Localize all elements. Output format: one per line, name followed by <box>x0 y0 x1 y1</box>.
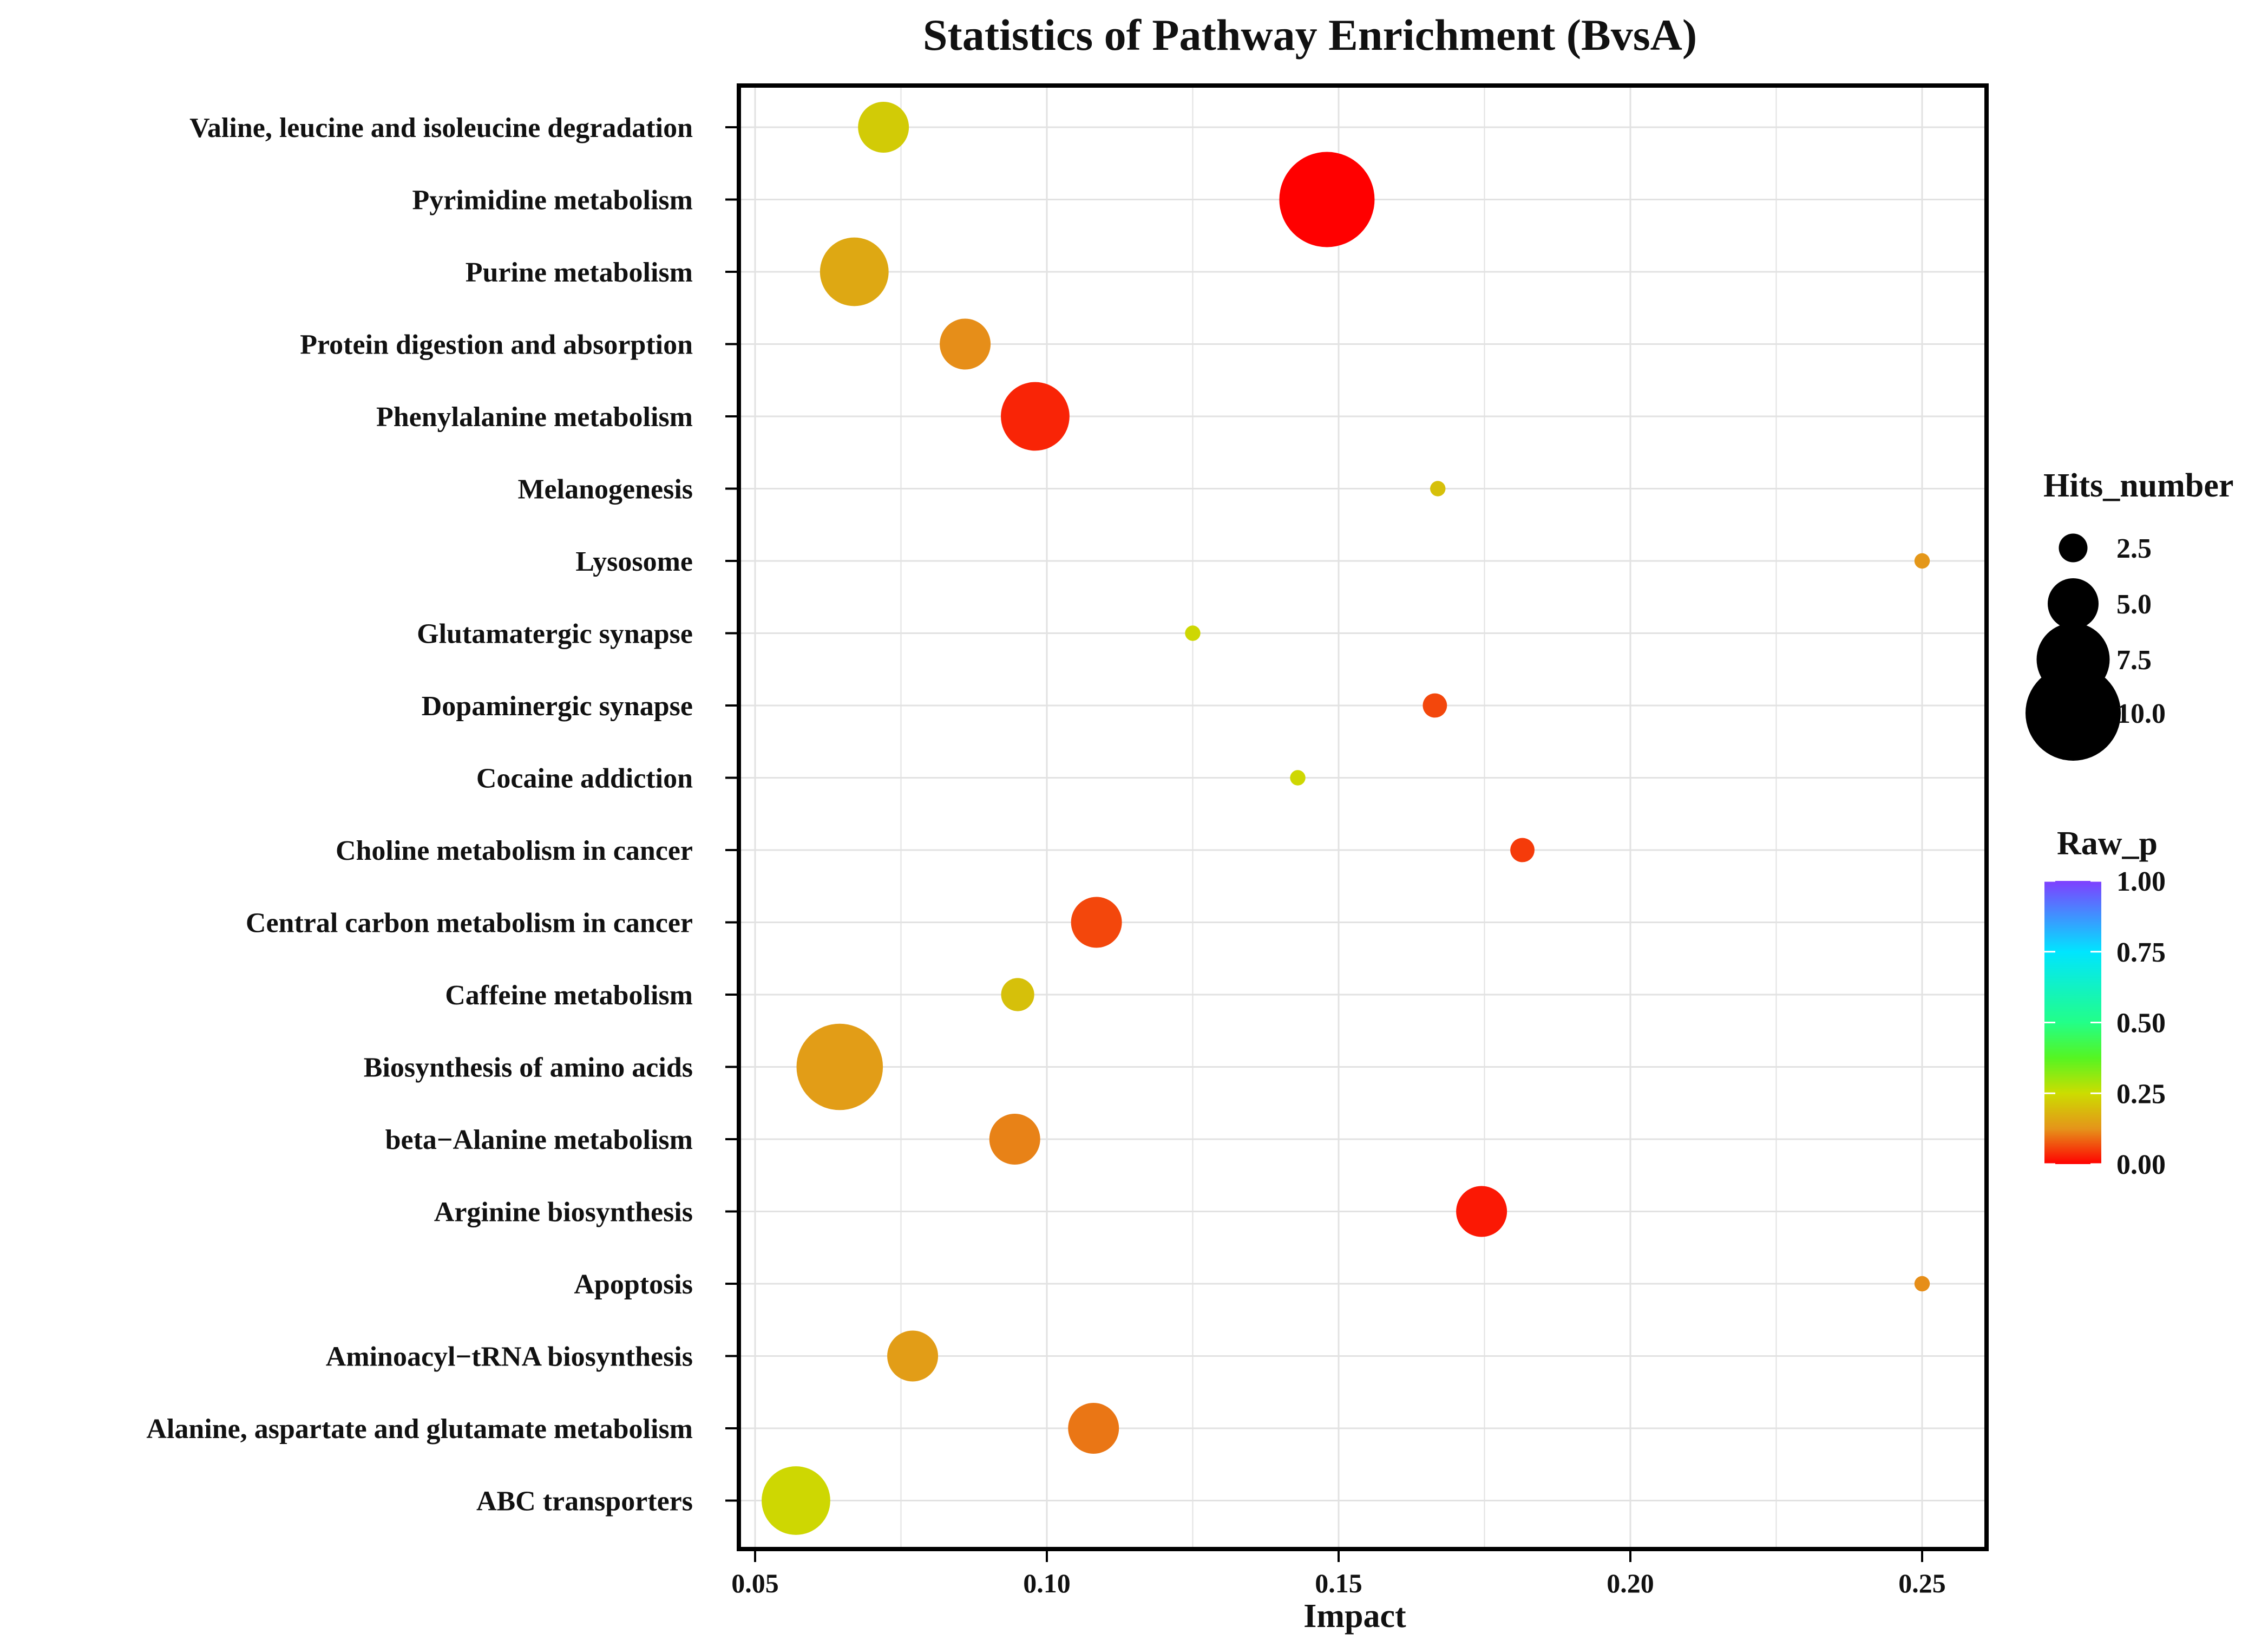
data-point <box>1290 770 1306 786</box>
data-point <box>762 1466 830 1535</box>
y-tick-label: Melanogenesis <box>517 474 693 505</box>
y-tick-label: Phenylalanine metabolism <box>376 402 693 433</box>
chart-title: Statistics of Pathway Enrichment (BvsA) <box>923 10 1697 60</box>
data-point <box>1456 1186 1507 1237</box>
hits-legend-key <box>2026 665 2121 761</box>
data-point <box>1423 693 1447 718</box>
data-point <box>989 1114 1040 1165</box>
y-tick-label: Dopaminergic synapse <box>422 691 693 722</box>
y-tick-label: Purine metabolism <box>466 257 693 288</box>
data-point <box>1185 625 1201 641</box>
y-tick-label: ABC transporters <box>476 1486 693 1517</box>
y-tick-label: Caffeine metabolism <box>445 980 693 1011</box>
x-tick-label: 0.10 <box>1023 1568 1071 1598</box>
y-axis-ticks <box>725 126 739 1502</box>
grid-lines <box>739 86 1987 1549</box>
y-axis-labels: Valine, leucine and isoleucine degradati… <box>146 113 693 1517</box>
x-tick-label: 0.20 <box>1607 1568 1654 1598</box>
y-tick-label: Biosynthesis of amino acids <box>364 1053 693 1083</box>
y-tick-label: Central carbon metabolism in cancer <box>246 908 693 939</box>
raw-p-tick-label: 0.00 <box>2116 1149 2166 1180</box>
raw-p-tick-label: 0.25 <box>2116 1079 2166 1109</box>
data-point <box>1068 1403 1119 1454</box>
data-point <box>1001 978 1034 1011</box>
y-tick-label: Valine, leucine and isoleucine degradati… <box>189 113 693 143</box>
y-tick-label: Arginine biosynthesis <box>434 1197 693 1228</box>
data-point <box>858 102 909 153</box>
data-point <box>940 318 991 370</box>
raw-p-tick-label: 0.75 <box>2116 937 2166 968</box>
hits-legend-label: 2.5 <box>2116 533 2152 564</box>
data-points <box>762 102 1930 1535</box>
data-point <box>1914 553 1930 569</box>
raw-p-legend-title: Raw_p <box>2057 825 2158 862</box>
plot-frame <box>737 83 1989 1551</box>
data-point <box>1430 481 1446 496</box>
y-tick-label: Choline metabolism in cancer <box>336 835 693 866</box>
data-point <box>1510 838 1535 863</box>
raw-p-tick-label: 0.50 <box>2116 1008 2166 1039</box>
x-tick-label: 0.15 <box>1315 1568 1362 1598</box>
data-point <box>796 1023 883 1110</box>
hits-number-legend: Hits_number 2.5 5.0 7.5 10.0 <box>2026 467 2233 761</box>
y-tick-label: Pyrimidine metabolism <box>412 185 693 216</box>
y-tick-label: Glutamatergic synapse <box>417 619 693 650</box>
y-tick-label: Aminoacyl−tRNA biosynthesis <box>326 1342 693 1373</box>
data-point <box>1279 152 1375 247</box>
hits-number-legend-title: Hits_number <box>2043 467 2233 504</box>
hits-legend-label: 7.5 <box>2116 645 2152 676</box>
y-tick-label: Alanine, aspartate and glutamate metabol… <box>146 1414 693 1445</box>
raw-p-tick-label: 1.00 <box>2116 866 2166 897</box>
y-tick-label: Apoptosis <box>574 1269 693 1300</box>
x-axis-title: Impact <box>1303 1598 1406 1635</box>
data-point <box>1914 1276 1930 1292</box>
hits-legend-label: 5.0 <box>2116 589 2152 620</box>
data-point <box>887 1330 939 1382</box>
data-point <box>1071 897 1122 948</box>
y-tick-label: Cocaine addiction <box>476 763 693 794</box>
data-point <box>1001 382 1070 451</box>
x-tick-label: 0.25 <box>1898 1568 1946 1598</box>
y-tick-label: beta−Alanine metabolism <box>385 1125 693 1155</box>
y-tick-label: Protein digestion and absorption <box>300 330 693 361</box>
hits-legend-key <box>2048 578 2099 629</box>
y-tick-label: Lysosome <box>575 546 693 577</box>
x-axis-ticks: 0.05 0.10 0.15 0.20 0.25 <box>731 1549 1946 1598</box>
hits-legend-label: 10.0 <box>2116 698 2166 729</box>
raw-p-legend: Raw_p 0.00 0.25 0.50 0.75 1.00 <box>2044 825 2166 1180</box>
hits-legend-key <box>2059 533 2088 563</box>
data-point <box>820 237 889 306</box>
x-tick-label: 0.05 <box>731 1568 779 1598</box>
